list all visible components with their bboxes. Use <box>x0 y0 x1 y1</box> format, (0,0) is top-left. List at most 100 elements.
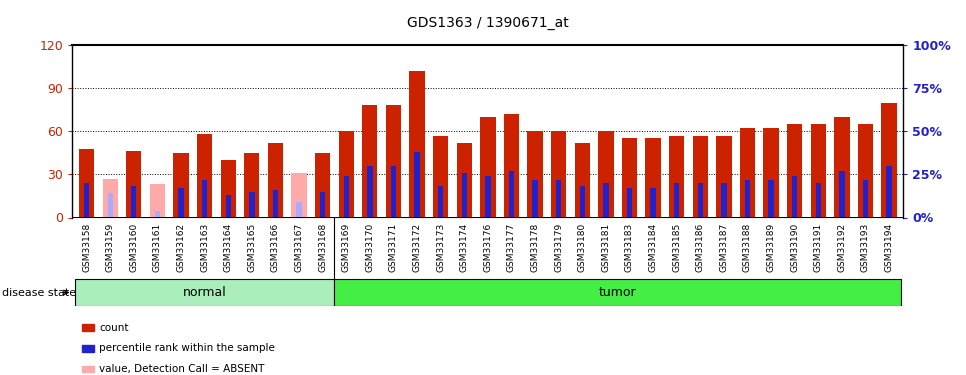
Bar <box>745 180 751 218</box>
Bar <box>173 153 188 218</box>
Bar <box>598 131 613 218</box>
Bar <box>527 131 543 218</box>
Bar <box>344 176 349 218</box>
Text: GSM33176: GSM33176 <box>483 222 493 272</box>
Bar <box>197 134 213 218</box>
Text: tumor: tumor <box>599 286 637 299</box>
Text: GSM33169: GSM33169 <box>342 222 351 272</box>
Bar <box>74 279 334 306</box>
Bar <box>131 186 136 218</box>
Text: GSM33193: GSM33193 <box>861 222 870 272</box>
Bar <box>669 136 684 218</box>
Text: GSM33179: GSM33179 <box>554 222 563 272</box>
Bar <box>792 176 797 218</box>
Text: percentile rank within the sample: percentile rank within the sample <box>99 344 275 353</box>
Bar <box>503 114 519 218</box>
Bar <box>863 180 868 218</box>
Text: GSM33177: GSM33177 <box>507 222 516 272</box>
Bar <box>887 166 892 218</box>
Bar <box>763 128 779 217</box>
Text: GSM33191: GSM33191 <box>813 222 823 272</box>
Text: GSM33188: GSM33188 <box>743 222 752 272</box>
Text: GSM33164: GSM33164 <box>224 222 233 272</box>
Bar <box>107 194 113 217</box>
Bar <box>127 152 141 217</box>
Text: GSM33163: GSM33163 <box>200 222 209 272</box>
Bar <box>839 171 844 217</box>
Text: GSM33172: GSM33172 <box>412 222 421 272</box>
Bar <box>674 183 679 218</box>
Bar <box>835 117 849 218</box>
Bar <box>268 143 283 218</box>
Text: GSM33187: GSM33187 <box>720 222 728 272</box>
Bar <box>414 152 419 217</box>
Text: GSM33159: GSM33159 <box>105 222 115 272</box>
Bar <box>575 143 590 218</box>
Text: GSM33162: GSM33162 <box>177 222 185 272</box>
Text: GSM33161: GSM33161 <box>153 222 162 272</box>
Text: GSM33186: GSM33186 <box>696 222 705 272</box>
Text: GSM33180: GSM33180 <box>578 222 586 272</box>
Bar <box>244 153 260 218</box>
Text: GSM33185: GSM33185 <box>672 222 681 272</box>
Bar <box>787 124 803 218</box>
Text: GSM33181: GSM33181 <box>602 222 611 272</box>
Bar <box>881 102 896 218</box>
Bar <box>768 180 774 218</box>
Bar <box>457 143 472 218</box>
Bar <box>551 131 566 218</box>
Text: GSM33192: GSM33192 <box>838 222 846 272</box>
Bar <box>385 105 401 218</box>
Bar <box>150 184 165 218</box>
Bar <box>179 188 184 218</box>
Bar <box>716 136 731 218</box>
Bar <box>650 188 656 218</box>
Bar <box>292 173 306 217</box>
Bar <box>697 183 703 218</box>
Text: GSM33171: GSM33171 <box>389 222 398 272</box>
Bar <box>249 192 254 217</box>
Bar <box>722 183 726 218</box>
Bar <box>485 176 491 218</box>
Bar <box>367 166 373 218</box>
Text: GSM33158: GSM33158 <box>82 222 91 272</box>
Text: GDS1363 / 1390671_at: GDS1363 / 1390671_at <box>407 16 569 30</box>
Text: GSM33170: GSM33170 <box>365 222 374 272</box>
Text: GSM33178: GSM33178 <box>530 222 540 272</box>
Bar <box>693 136 708 218</box>
Bar <box>462 172 467 217</box>
Text: GSM33189: GSM33189 <box>767 222 776 272</box>
Bar <box>627 188 632 218</box>
Text: GSM33184: GSM33184 <box>648 222 658 272</box>
Bar <box>155 211 160 218</box>
Text: normal: normal <box>183 286 226 299</box>
Bar <box>480 117 496 218</box>
Text: GSM33174: GSM33174 <box>460 222 469 272</box>
Bar <box>603 183 609 218</box>
Text: GSM33166: GSM33166 <box>270 222 280 272</box>
Text: GSM33167: GSM33167 <box>295 222 303 272</box>
Bar <box>433 136 448 218</box>
Bar <box>815 183 821 218</box>
Bar <box>320 192 326 217</box>
Bar <box>810 124 826 218</box>
Bar <box>532 180 538 218</box>
Bar <box>858 124 873 218</box>
Bar <box>556 180 561 218</box>
Text: GSM33168: GSM33168 <box>318 222 327 272</box>
Bar <box>272 190 278 217</box>
Bar <box>79 148 95 217</box>
Text: GSM33194: GSM33194 <box>885 222 894 272</box>
Bar <box>84 183 89 218</box>
Bar <box>334 279 901 306</box>
Bar <box>362 105 378 218</box>
Bar <box>102 179 118 218</box>
Bar <box>509 171 514 217</box>
Bar <box>390 166 396 218</box>
Bar <box>202 180 208 218</box>
Bar <box>410 71 425 217</box>
Bar <box>740 128 755 217</box>
Text: GSM33190: GSM33190 <box>790 222 799 272</box>
Bar <box>315 153 330 218</box>
Text: GSM33160: GSM33160 <box>129 222 138 272</box>
